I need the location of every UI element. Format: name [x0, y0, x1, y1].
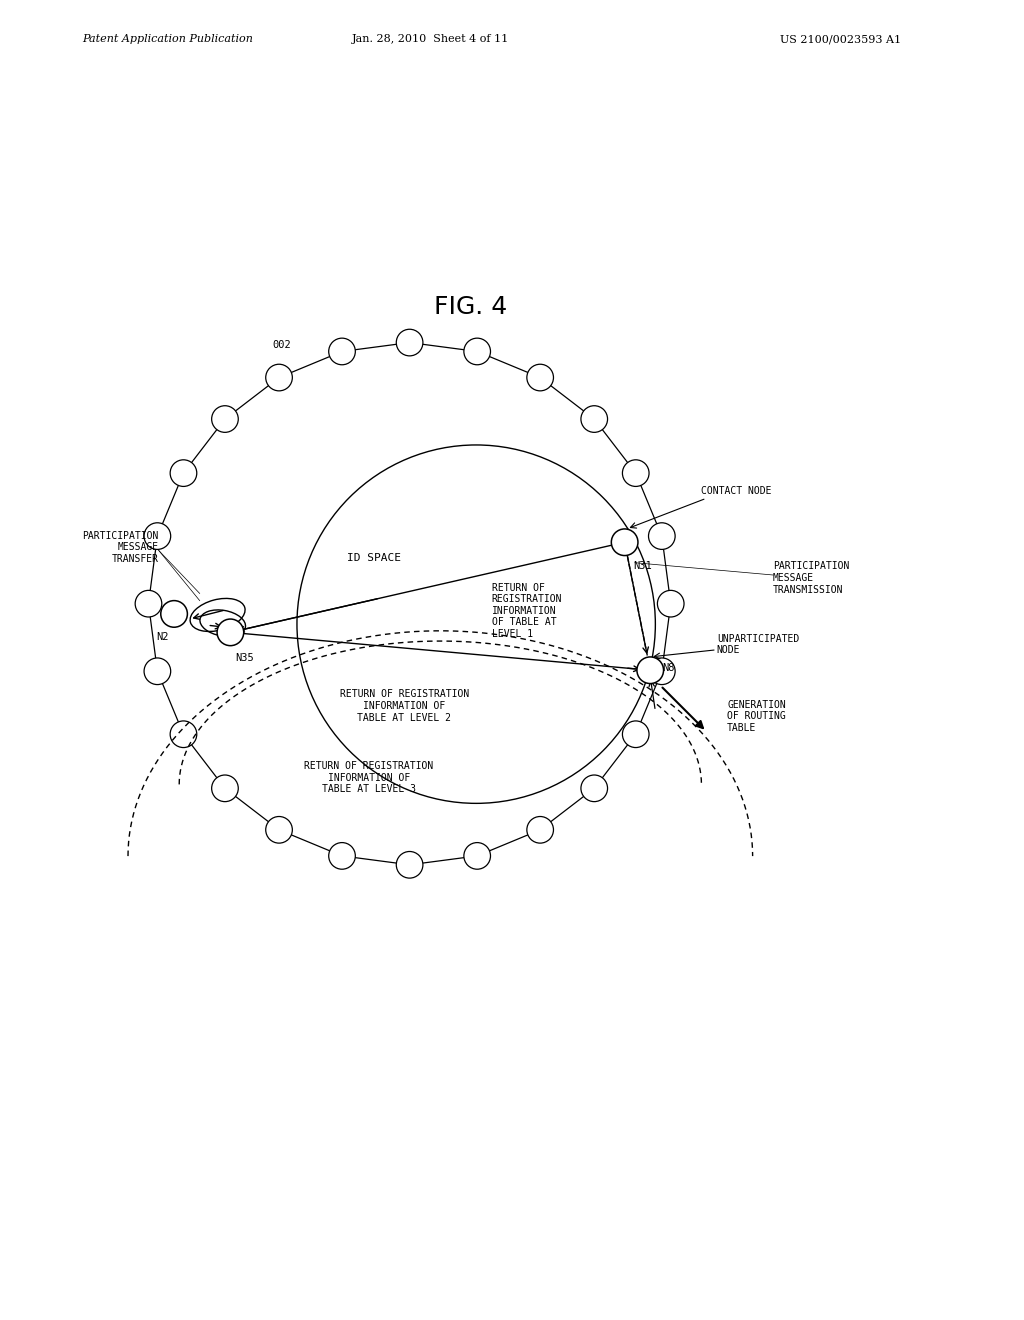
Text: N31: N31 [633, 561, 651, 570]
Circle shape [648, 657, 675, 685]
Text: RETURN OF REGISTRATION
INFORMATION OF
TABLE AT LEVEL 3: RETURN OF REGISTRATION INFORMATION OF TA… [304, 762, 433, 795]
Text: GENERATION
OF ROUTING
TABLE: GENERATION OF ROUTING TABLE [727, 700, 785, 733]
Text: RETURN OF
REGISTRATION
INFORMATION
OF TABLE AT
LEVEL 1: RETURN OF REGISTRATION INFORMATION OF TA… [492, 582, 562, 639]
Circle shape [266, 817, 293, 843]
Circle shape [581, 775, 607, 801]
Text: 002: 002 [272, 339, 291, 350]
Circle shape [623, 721, 649, 747]
Circle shape [266, 364, 293, 391]
Circle shape [464, 842, 490, 869]
Text: ID SPACE: ID SPACE [347, 553, 400, 562]
Text: Patent Application Publication: Patent Application Publication [82, 34, 253, 45]
Circle shape [611, 529, 638, 556]
Text: UNPARTICIPATED
NODE: UNPARTICIPATED NODE [717, 634, 799, 656]
Circle shape [623, 459, 649, 487]
Circle shape [657, 590, 684, 616]
Text: N2: N2 [157, 632, 169, 643]
Text: PARTICIPATION
MESSAGE
TRANSMISSION: PARTICIPATION MESSAGE TRANSMISSION [773, 561, 850, 595]
Text: N35: N35 [236, 653, 254, 663]
Text: FIG. 4: FIG. 4 [434, 294, 508, 318]
Circle shape [464, 338, 490, 364]
Circle shape [329, 338, 355, 364]
Circle shape [161, 601, 187, 627]
Circle shape [144, 657, 171, 685]
Circle shape [527, 364, 554, 391]
Circle shape [212, 775, 239, 801]
Circle shape [217, 619, 244, 645]
Text: Jan. 28, 2010  Sheet 4 of 11: Jan. 28, 2010 Sheet 4 of 11 [351, 34, 509, 45]
Circle shape [396, 329, 423, 356]
Text: N8: N8 [663, 663, 675, 673]
Circle shape [170, 459, 197, 487]
Circle shape [526, 817, 553, 843]
Text: CONTACT NODE: CONTACT NODE [701, 486, 772, 496]
Text: RETURN OF REGISTRATION
INFORMATION OF
TABLE AT LEVEL 2: RETURN OF REGISTRATION INFORMATION OF TA… [340, 689, 469, 722]
Circle shape [648, 523, 675, 549]
Circle shape [170, 721, 197, 747]
Circle shape [144, 523, 171, 549]
Circle shape [329, 842, 355, 869]
Circle shape [396, 851, 423, 878]
Circle shape [212, 405, 239, 433]
Circle shape [581, 405, 607, 433]
Circle shape [135, 590, 162, 616]
Text: US 2100/0023593 A1: US 2100/0023593 A1 [780, 34, 901, 45]
Text: PARTICIPATION
MESSAGE
TRANSFER: PARTICIPATION MESSAGE TRANSFER [82, 531, 159, 564]
Circle shape [637, 657, 664, 684]
